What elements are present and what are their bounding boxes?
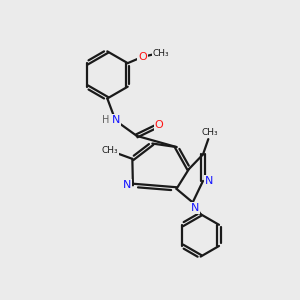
- Text: CH₃: CH₃: [202, 128, 218, 137]
- Text: N: N: [205, 176, 213, 186]
- Text: N: N: [112, 115, 120, 125]
- Text: N: N: [123, 180, 131, 190]
- Text: CH₃: CH₃: [153, 49, 169, 58]
- Text: O: O: [155, 120, 164, 130]
- Text: CH₃: CH₃: [101, 146, 118, 155]
- Text: O: O: [138, 52, 147, 62]
- Text: N: N: [191, 203, 199, 213]
- Text: H: H: [102, 115, 110, 125]
